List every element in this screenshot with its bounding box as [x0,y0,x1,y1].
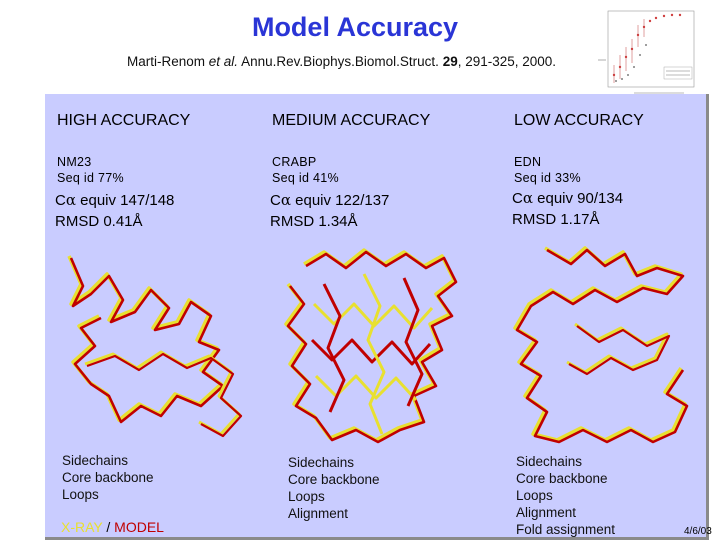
slide-title: Model Accuracy [251,12,459,42]
panel-medium-accuracy: MEDIUM ACCURACY CRABP Seq id 41% Cα equi… [260,94,485,540]
protein-info: NM23 Seq id 77% [57,154,124,186]
panel-heading: HIGH ACCURACY [57,112,191,129]
ca-label: C [512,190,523,207]
legend-item: Sidechains [288,455,355,470]
sequence-identity: Seq id 33% [514,171,581,185]
citation-pages: , 291-325, 2000. [457,54,557,69]
protein-name: NM23 [57,155,92,169]
accuracy-plot-thumbnail [594,5,706,100]
slide-number: 4/6/03 [684,526,712,537]
rmsd-value: RMSD 1.34Å [270,213,358,230]
accuracy-legend: Sidechains Core backbone Loops [62,452,154,503]
protein-info: CRABP Seq id 41% [272,154,339,186]
legend-item: Sidechains [516,454,583,469]
ca-equivalence: Cα equiv 90/134 [512,188,623,209]
legend-item: Alignment [288,506,349,521]
citation-etal: et al. [208,54,239,69]
panel-heading: LOW ACCURACY [514,112,644,129]
protein-name: EDN [514,155,542,169]
accuracy-legend: Sidechains Core backbone Loops Alignment [288,454,380,522]
ca-label: C [270,192,281,209]
legend-item: Core backbone [516,471,608,486]
model-stats: Cα equiv 122/137 RMSD 1.34Å [270,190,389,232]
citation-journal: Annu.Rev.Biophys.Biomol.Struct. [241,54,439,69]
model-key: MODEL [114,519,164,535]
citation-authors: Marti-Renom [127,54,206,69]
citation-volume: 29 [442,54,458,69]
panel-low-accuracy: LOW ACCURACY EDN Seq id 33% Cα equiv 90/… [481,94,709,540]
ca-equivalence: Cα equiv 147/148 [55,190,174,211]
alpha-symbol: α [522,189,533,207]
sequence-identity: Seq id 77% [57,171,124,185]
panel-high-accuracy: HIGH ACCURACY NM23 Seq id 77% Cα equiv 1… [45,94,270,540]
legend-item: Sidechains [62,453,129,468]
protein-info: EDN Seq id 33% [514,154,581,186]
sequence-identity: Seq id 41% [272,171,339,185]
ca-value: equiv 122/137 [290,192,390,209]
protein-structure-image [513,246,689,444]
ca-value: equiv 147/148 [75,192,175,209]
legend-item: Loops [62,487,99,502]
model-stats: Cα equiv 147/148 RMSD 0.41Å [55,190,174,232]
protein-structure-image [284,248,458,444]
ca-equivalence: Cα equiv 122/137 [270,190,389,211]
alpha-symbol: α [280,191,291,209]
color-key: X-RAY / MODEL [61,519,164,535]
rmsd-value: RMSD 1.17Å [512,211,600,228]
key-separator: / [102,519,115,535]
legend-item: Loops [288,489,325,504]
xray-key: X-RAY [61,519,103,535]
rmsd-value: RMSD 0.41Å [55,213,143,230]
alpha-symbol: α [65,191,76,209]
legend-item: Fold assignment [516,522,616,537]
accuracy-legend: Sidechains Core backbone Loops Alignment… [516,453,615,538]
ca-value: equiv 90/134 [532,190,624,207]
panel-heading: MEDIUM ACCURACY [272,112,431,129]
legend-item: Alignment [516,505,577,520]
citation: Marti-Renom et al. Annu.Rev.Biophys.Biom… [127,54,556,69]
legend-item: Loops [516,488,553,503]
legend-item: Core backbone [62,470,154,485]
protein-structure-image [67,255,243,438]
legend-item: Core backbone [288,472,380,487]
ca-label: C [55,192,66,209]
protein-name: CRABP [272,155,317,169]
model-stats: Cα equiv 90/134 RMSD 1.17Å [512,188,623,230]
